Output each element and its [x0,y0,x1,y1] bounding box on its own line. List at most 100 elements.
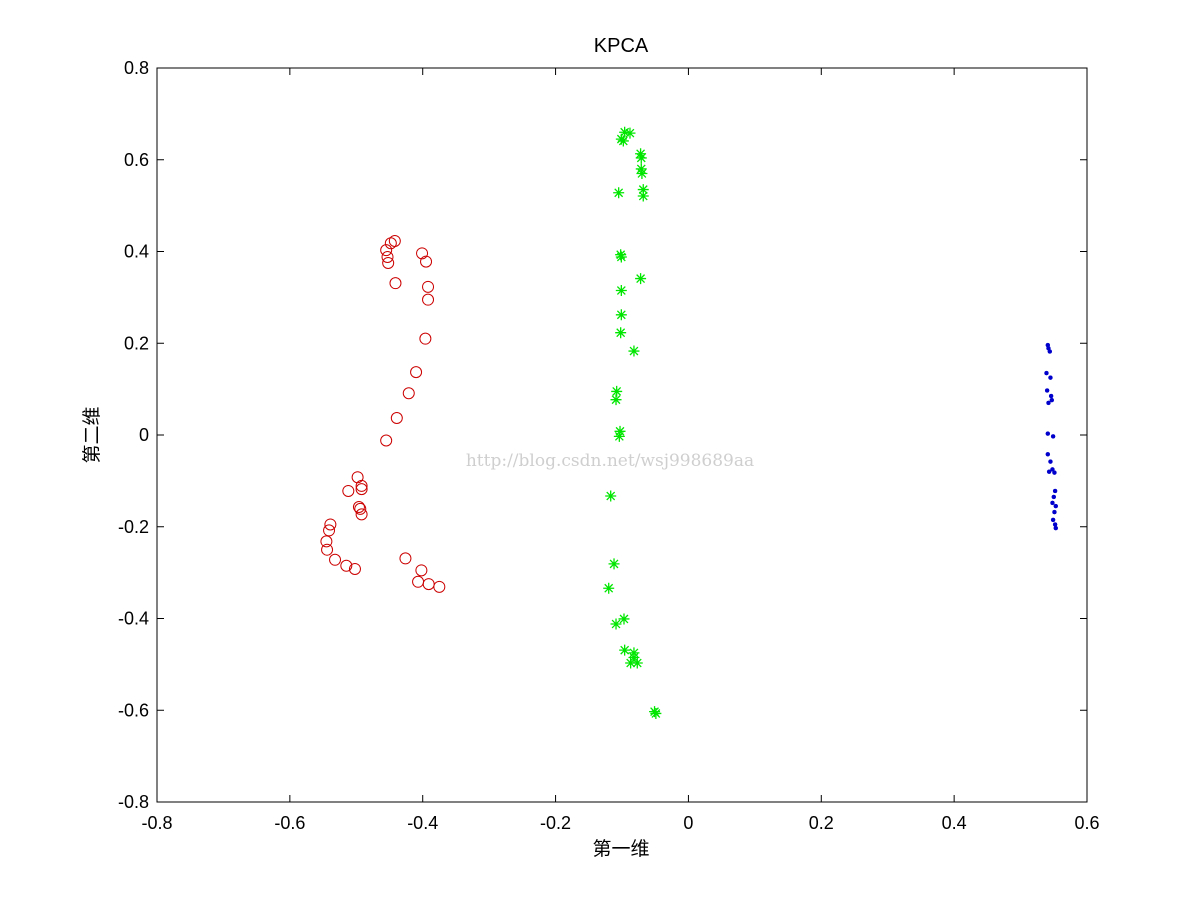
data-point-asterisk [625,657,637,669]
data-point-dot [1050,517,1056,523]
data-point-circle [354,502,367,515]
data-point-dot [1044,370,1049,376]
data-point-asterisk [615,327,627,339]
x-tick-label: 0.2 [809,813,834,833]
axes-box [156,67,1088,803]
y-tick-label: 0.6 [124,150,149,170]
data-point-dot [1045,431,1051,436]
data-point-circle [324,518,337,531]
y-axis-ticks: -0.8 -0.6 -0.4 -0.2 0 0.2 0.4 0.6 0.8 [118,58,1087,812]
data-point-asterisk [628,651,640,663]
data-point-dot [1048,393,1054,399]
data-point-asterisk [628,345,640,357]
y-tick-label: -0.6 [118,700,149,720]
data-point-circle [390,412,403,425]
data-point-circle [402,387,415,400]
data-point-asterisk [608,558,620,570]
y-tick-label: 0.2 [124,333,149,353]
data-point-circle [348,562,361,575]
data-point-asterisk [615,251,627,263]
data-point-circle [382,256,395,269]
data-point-circle [380,244,393,257]
y-tick-label: 0 [139,425,149,445]
data-point-asterisk [614,425,626,437]
data-point-dot [1046,469,1052,474]
data-markers [320,126,1059,719]
data-point-circle [389,277,402,290]
y-tick-label: 0.8 [124,58,149,78]
x-tick-label: 0.6 [1074,813,1099,833]
x-tick-label: -0.4 [407,813,438,833]
data-point-circle [419,332,432,345]
data-point-circle [420,255,433,268]
data-point-dot [1048,375,1053,380]
data-point-circle [381,251,394,264]
data-point-circle [410,366,423,379]
data-point-dot [1044,388,1050,393]
data-point-asterisk [619,644,631,656]
data-point-asterisk [610,618,622,630]
data-point-asterisk [613,187,625,199]
data-point-dot [1052,522,1058,527]
data-point-asterisk [615,249,627,261]
x-tick-label: -0.2 [540,813,571,833]
data-point-asterisk [635,273,647,285]
chart-title: KPCA [594,35,649,57]
x-tick-label: -0.6 [274,813,305,833]
data-point-asterisk [617,135,629,147]
data-point-circle [422,293,435,306]
y-tick-label: 0.4 [124,242,149,262]
data-point-circle [416,247,429,260]
data-point-asterisk [603,582,615,594]
data-point-dot [1049,397,1055,403]
data-point-circle [388,234,401,247]
data-point-circle [321,543,334,556]
data-point-asterisk [624,127,636,139]
data-point-asterisk [619,126,631,138]
data-point-circle [342,484,355,497]
x-tick-label: -0.8 [141,813,172,833]
data-point-dot [1052,470,1057,475]
data-point-circle [323,524,336,537]
data-point-dot [1050,434,1056,439]
data-point-circle [329,553,342,566]
data-point-asterisk [635,163,647,175]
y-tick-label: -0.2 [118,517,149,537]
data-point-dot [1050,500,1055,506]
data-point-asterisk [618,613,630,625]
data-point-asterisk [610,394,622,406]
data-point-dot [1045,452,1051,457]
y-tick-label: -0.8 [118,792,149,812]
data-point-dot [1050,467,1055,472]
data-point-asterisk [615,284,627,296]
data-point-asterisk [635,148,647,160]
x-axis-ticks: -0.8 -0.6 -0.4 -0.2 0 0.2 0.4 0.6 [141,68,1100,833]
data-point-asterisk [636,168,648,180]
data-point-circle [355,479,368,492]
data-point-circle [320,535,333,548]
y-axis-label: 第二维 [81,406,103,463]
data-point-circle [355,508,368,521]
data-point-dot [1048,459,1053,464]
data-point-asterisk [637,190,649,202]
data-point-asterisk [631,657,643,669]
data-point-dot [1052,488,1058,494]
x-tick-label: 0.4 [942,813,967,833]
data-point-asterisk [635,152,647,164]
data-point-dot [1053,525,1059,531]
data-point-dot [1047,349,1053,354]
axes-frame [156,67,1088,803]
y-tick-label: -0.4 [118,609,149,629]
data-point-asterisk [611,385,623,397]
data-point-asterisk [615,309,627,321]
data-point-circle [355,483,368,496]
data-point-asterisk [650,707,662,719]
data-point-circle [399,552,412,565]
data-point-circle [352,501,365,514]
x-tick-label: 0 [683,813,693,833]
watermark-text: http://blog.csdn.net/wsj998689aa [466,451,754,471]
data-point-circle [433,580,446,593]
data-point-asterisk [613,430,625,442]
